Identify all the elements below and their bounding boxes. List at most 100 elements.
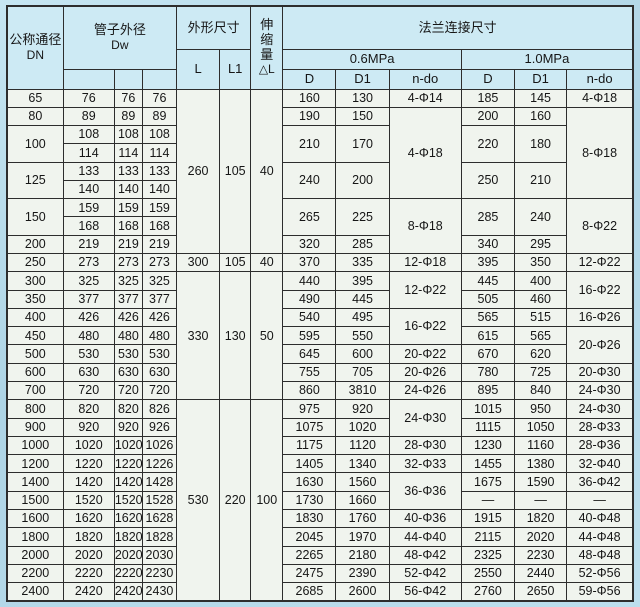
- table-cell: 2020: [113, 545, 143, 565]
- header-flange: 法兰连接尺寸: [282, 5, 634, 50]
- table-cell: 926: [141, 417, 178, 437]
- table-cell: 2020: [62, 545, 115, 565]
- table-cell: 2180: [335, 545, 390, 565]
- table-cell: 32-Φ33: [388, 454, 462, 474]
- table-cell: 725: [514, 362, 568, 383]
- table-cell: 2325: [460, 545, 516, 565]
- table-cell: 2230: [514, 545, 568, 565]
- table-cell: 1405: [282, 454, 337, 474]
- table-cell: 273: [113, 253, 143, 273]
- table-cell: 630: [141, 362, 178, 383]
- table-row: 1400 1420 1420 1428 1630 1560 36-Φ36 1675 1590 36…: [6, 472, 634, 510]
- table-cell: 4-Φ18: [566, 88, 634, 108]
- table-row: 100 108 108 108 210 170 220 180: [6, 125, 633, 163]
- table-row: 65 76 76 76 260 105 40 160 130 4-Φ14 185 145 4-Φ18: [6, 88, 634, 255]
- table-cell: —: [514, 490, 568, 510]
- table-cell: 2430: [141, 582, 178, 602]
- table-cell: 2400: [6, 582, 64, 602]
- table-cell: 273: [62, 253, 115, 273]
- table-cell: 495: [335, 307, 390, 328]
- table-cell: 65: [6, 88, 64, 108]
- table-cell: 168: [62, 216, 115, 236]
- table-cell: 210: [514, 161, 568, 200]
- table-cell: 860: [282, 380, 337, 401]
- table-row: 1200 1220 1220 1226 1405 1340 32-Φ33 1455 1380 32…: [6, 454, 634, 474]
- table-cell: 426: [141, 307, 178, 328]
- flange-spec-table: 公称通径 DN 管子外径 Dw 外形尺寸 伸缩量 △L 法兰连接尺寸 L L1 …: [6, 5, 634, 602]
- table-row: 1500 1520 1520 1528 1730 1660— — —: [6, 490, 634, 510]
- header-dw-label: 管子外径: [93, 22, 146, 38]
- table-cell: 89: [141, 106, 178, 127]
- table-cell: 89: [62, 106, 115, 127]
- table-cell: 108: [141, 125, 178, 145]
- header-dw: 管子外径 Dw: [62, 5, 178, 70]
- table-cell: 50: [250, 271, 284, 401]
- table-cell: 840: [514, 380, 568, 401]
- table-cell: 325: [113, 271, 143, 291]
- table-cell: 630: [62, 362, 115, 383]
- table-cell: 2650: [514, 582, 568, 602]
- table-cell: 755: [282, 362, 337, 383]
- header-ndo-10: n-do: [566, 68, 634, 90]
- table-cell: 530: [113, 344, 143, 364]
- table-cell: 1050: [514, 417, 568, 437]
- table-cell: 1830: [282, 508, 337, 529]
- header-d-10: D: [460, 68, 516, 90]
- table-cell: 1730: [282, 490, 337, 510]
- header-l: L: [175, 48, 221, 90]
- table-cell: 480: [113, 326, 143, 346]
- table-row: 350 377 377 377 490 445 505 460: [6, 289, 633, 309]
- table-cell: 28-Φ33: [566, 417, 634, 437]
- table-cell: 1800: [6, 527, 64, 547]
- table-cell: 168: [113, 216, 143, 236]
- table-cell: 8-Φ18: [566, 106, 634, 200]
- table-cell: 1560: [335, 472, 390, 492]
- header-d1-06: D1: [335, 68, 390, 90]
- table-cell: 826: [141, 399, 178, 419]
- table-cell: 28-Φ36: [566, 435, 634, 456]
- header-ndo-06: n-do: [388, 68, 462, 90]
- table-cell: 480: [141, 326, 178, 346]
- table-cell: 2475: [282, 563, 337, 584]
- table-cell: 565: [514, 326, 568, 346]
- table-cell: 105: [219, 253, 252, 273]
- table-cell: 40: [250, 88, 284, 255]
- table-cell: 52-Φ56: [566, 563, 634, 584]
- table-cell: 600: [6, 362, 64, 383]
- table-cell: 240: [514, 198, 568, 236]
- table-cell: 540: [282, 307, 337, 328]
- table-cell: 1520: [113, 490, 143, 510]
- table-body: 65 76 76 76 260 105 40 160 130 4-Φ14 185 145 4-Φ18 80…: [6, 88, 634, 602]
- table-cell: 550: [335, 326, 390, 346]
- table-cell: 48-Φ48: [566, 545, 634, 565]
- table-cell: 1230: [460, 435, 516, 456]
- table-header: 公称通径 DN 管子外径 Dw 外形尺寸 伸缩量 △L 法兰连接尺寸 L L1 …: [6, 5, 634, 90]
- table-cell: 820: [62, 399, 115, 419]
- table-cell: 114: [113, 143, 143, 163]
- table-cell: 1020: [62, 435, 115, 456]
- table-cell: 920: [335, 399, 390, 419]
- table-cell: 89: [113, 106, 143, 127]
- table-cell: 2220: [62, 563, 115, 584]
- table-cell: 1175: [282, 435, 337, 456]
- table-cell: 900: [6, 417, 64, 437]
- table-cell: 1828: [141, 527, 178, 547]
- table-row: 600 630 630 630 755 705 20-Φ26 780 725 20-Φ30: [6, 362, 634, 383]
- table-cell: 125: [6, 161, 64, 200]
- table-cell: 395: [335, 271, 390, 291]
- table-cell: 140: [113, 179, 143, 200]
- table-row: 1600 1620 1620 1628 1830 1760 40-Φ36 1915 1820 40…: [6, 508, 634, 529]
- table-cell: 2115: [460, 527, 516, 547]
- table-cell: 3810: [335, 380, 390, 401]
- header-d1-10: D1: [514, 68, 568, 90]
- table-cell: 168: [141, 216, 178, 236]
- table-cell: 2420: [62, 582, 115, 602]
- table-cell: 800: [6, 399, 64, 419]
- table-cell: 377: [113, 289, 143, 309]
- table-cell: 1020: [113, 435, 143, 456]
- table-cell: 1820: [514, 508, 568, 529]
- table-cell: 377: [141, 289, 178, 309]
- header-expansion-sub: △L: [258, 62, 275, 77]
- table-cell: 219: [62, 234, 115, 255]
- table-cell: 185: [460, 88, 516, 108]
